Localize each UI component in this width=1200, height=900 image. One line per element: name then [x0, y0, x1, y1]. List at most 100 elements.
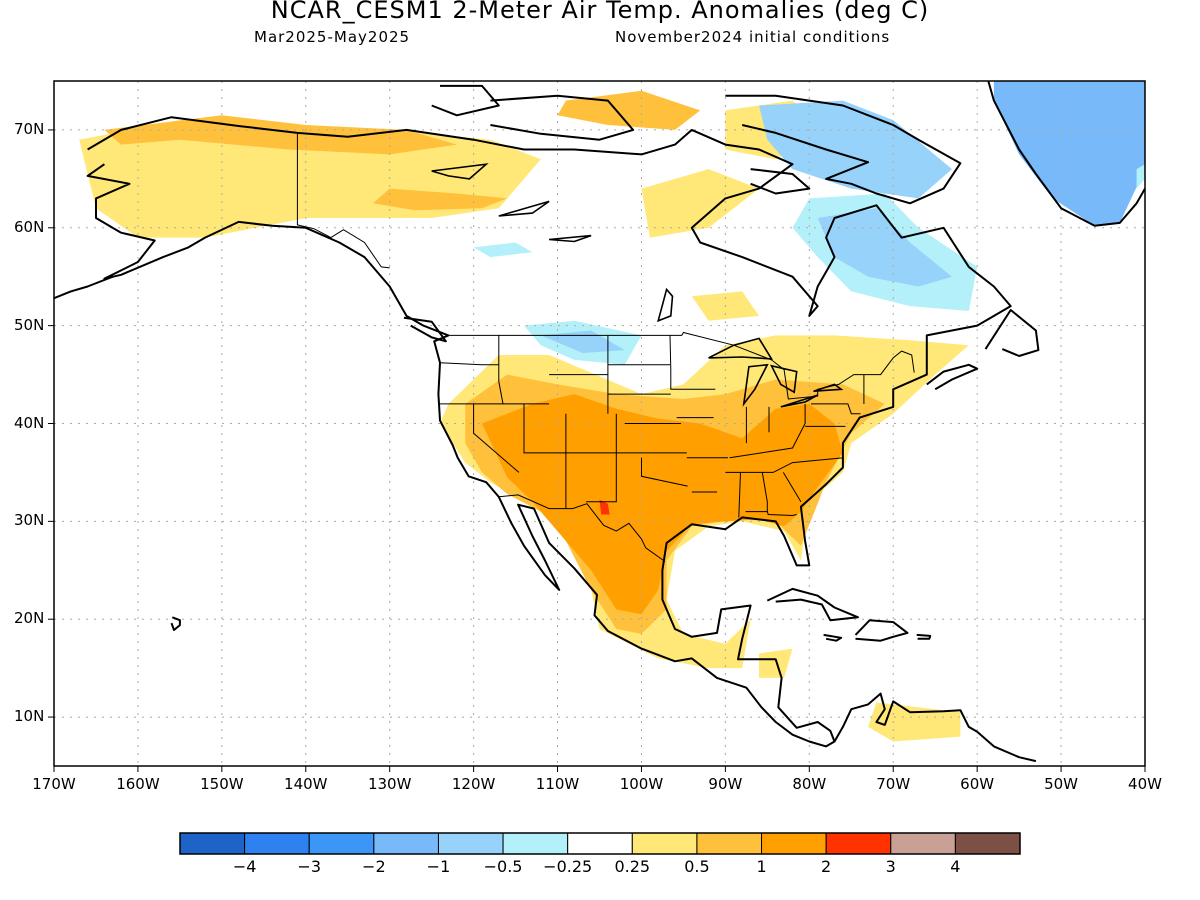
- lat-tick-label: 50N: [14, 315, 45, 334]
- colorbar-label: −2: [362, 857, 386, 876]
- border-fl-line: [745, 511, 797, 517]
- coast-newfoundland: [984, 309, 1040, 357]
- coast-cuba: [766, 587, 859, 622]
- anomaly-baffin-cool: [759, 100, 952, 199]
- lon-tick-label: 40W: [1128, 775, 1162, 793]
- colorbar-label: −0.5: [483, 857, 523, 876]
- anomaly-greenland-edge: [1136, 164, 1145, 189]
- coast-greenland-coast: [987, 81, 1145, 227]
- border-mn-line: [669, 335, 716, 390]
- lake-erie: [780, 394, 819, 408]
- coast-south-america-coast: [833, 692, 1037, 763]
- colorbar-swatch: [890, 832, 956, 855]
- colorbar-swatch: [373, 832, 439, 855]
- lake-huron: [770, 364, 798, 394]
- colorbar-frame: [179, 832, 1021, 855]
- colorbar-label: 4: [950, 857, 961, 876]
- colorbar-label: 3: [885, 857, 896, 876]
- colorbar-swatch: [179, 832, 246, 855]
- lat-tick-label: 20N: [14, 609, 45, 628]
- great-bear-lake: [431, 163, 489, 180]
- lon-tick-label: 90W: [708, 775, 743, 793]
- colorbar-label: 2: [821, 857, 832, 876]
- anomaly-alaska-north-warm: [104, 115, 457, 155]
- coast-jamaica: [823, 633, 843, 642]
- lon-tick-label: 60W: [960, 775, 995, 793]
- lat-tick-label: 60N: [14, 217, 45, 236]
- coast-aleutians: [54, 275, 114, 300]
- border-ms-al: [738, 472, 741, 518]
- coast-victoria-island: [490, 94, 635, 141]
- lon-tick-label: 70W: [876, 775, 911, 793]
- colorbar-swatch: [244, 832, 310, 855]
- lake-winnipeg: [657, 287, 674, 323]
- colorbar-label: 1: [756, 857, 767, 876]
- border-ok-tx: [641, 457, 688, 487]
- lon-tick-label: 140W: [284, 775, 328, 793]
- border-us-canada: [445, 331, 915, 400]
- anomaly-alberta-cool: [473, 242, 533, 258]
- lon-tick-label: 100W: [619, 775, 664, 793]
- anomaly-nunavik-cool: [817, 208, 952, 287]
- colorbar: [179, 832, 1021, 855]
- coast-banks-island: [431, 84, 500, 117]
- colorbar-swatch: [567, 832, 633, 855]
- coast-vancouver-island: [403, 316, 447, 343]
- axis-ticks: [48, 129, 1146, 772]
- coast-southampton-island: [750, 168, 811, 195]
- lat-tick-label: 30N: [14, 511, 45, 530]
- colorbar-label: −0.25: [543, 857, 593, 876]
- anomaly-arctic-islands-warm: [557, 90, 701, 130]
- initial-conditions: November2024 initial conditions: [615, 28, 891, 46]
- anomaly-fill-layer: [79, 81, 1145, 742]
- border-ky-line: [729, 403, 806, 459]
- coast-hispaniola: [854, 619, 909, 642]
- lon-tick-label: 50W: [1044, 775, 1079, 793]
- coast-hawaii-big-island: [170, 616, 181, 631]
- anomaly-greenland-cold: [993, 81, 1145, 226]
- anomaly-hudson-warm: [641, 169, 759, 238]
- colorbar-label: −4: [232, 857, 257, 876]
- border-ga-sc: [782, 472, 802, 503]
- colorbar-swatch: [437, 832, 504, 855]
- colorbar-swatch: [825, 832, 892, 855]
- lat-tick-label: 70N: [14, 119, 45, 138]
- colorbar-label: −1: [426, 857, 451, 876]
- anomaly-texas-hot: [599, 499, 610, 515]
- border-pa-ny: [811, 403, 861, 415]
- chart-title: NCAR_CESM1 2-Meter Air Temp. Anomalies (…: [270, 0, 930, 24]
- border-ca-nv: [473, 403, 520, 473]
- lake-michigan: [742, 363, 769, 407]
- great-slave-lake: [498, 200, 550, 217]
- lat-tick-label: 40N: [14, 413, 45, 432]
- forecast-period: Mar2025-May2025: [254, 28, 411, 46]
- border-co-nm-tx: [586, 413, 617, 503]
- border-alaska-canada: [296, 133, 390, 269]
- colorbar-label: 0.5: [684, 857, 710, 876]
- anomaly-nwt-warm: [372, 188, 508, 211]
- graticule: [54, 81, 1145, 766]
- colorbar-swatch: [502, 832, 569, 855]
- coastline-layer: [54, 81, 1145, 763]
- lon-tick-label: 130W: [367, 775, 412, 793]
- coast-nova-scotia: [926, 363, 979, 391]
- lon-tick-label: 110W: [535, 775, 580, 793]
- colorbar-swatch: [696, 832, 763, 855]
- lon-tick-label: 120W: [451, 775, 496, 793]
- lon-tick-label: 150W: [200, 775, 244, 793]
- border-id-line: [498, 335, 504, 404]
- colorbar-swatch: [308, 832, 375, 855]
- colorbar-swatch: [631, 832, 698, 855]
- border-ut-az: [523, 403, 617, 454]
- coast-baffin-island: [725, 94, 962, 205]
- lake-superior: [708, 337, 773, 360]
- coast-puerto-rico: [916, 633, 932, 640]
- lon-tick-label: 170W: [32, 775, 76, 793]
- lon-tick-label: 160W: [116, 775, 160, 793]
- anomaly-us-strong: [482, 394, 843, 615]
- anomaly-canada-cooler: [540, 330, 625, 353]
- lake-athabasca: [549, 234, 592, 243]
- coast-north-america-coast: [86, 116, 1012, 748]
- lon-tick-label: 80W: [792, 775, 827, 793]
